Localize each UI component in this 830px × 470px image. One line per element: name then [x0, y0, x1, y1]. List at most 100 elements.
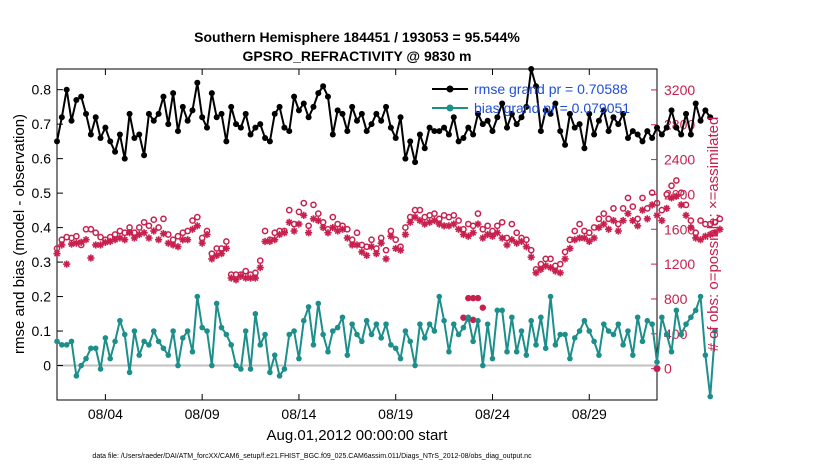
bias-point: [683, 321, 689, 327]
bias-point: [146, 342, 152, 348]
rmse-point: [581, 145, 588, 152]
obs-possible-marker: [460, 225, 467, 233]
obs-possible-marker: [585, 229, 593, 237]
y-tick-label: 0.8: [32, 82, 52, 98]
bias-point: [547, 293, 554, 300]
obs-possible-marker: [663, 191, 671, 198]
rmse-point: [354, 117, 360, 124]
obs-possible-marker: [92, 229, 100, 237]
bias-point: [175, 362, 181, 369]
rmse-point: [208, 90, 215, 97]
obs-possible-marker: [590, 224, 598, 231]
rmse-point: [179, 103, 186, 110]
bias-point: [494, 307, 501, 314]
obs-possible-marker: [493, 222, 501, 230]
bias-point: [349, 321, 355, 327]
bias-point: [199, 324, 205, 331]
bias-point: [271, 352, 278, 358]
rmse-point: [416, 131, 423, 138]
rmse-point: [591, 131, 598, 138]
rmse-point: [697, 117, 704, 124]
obs-possible-marker: [164, 231, 172, 238]
obs-assimilated-marker: [653, 211, 661, 219]
bias-point: [155, 338, 162, 345]
obs-assimilated-marker: [464, 232, 472, 240]
rmse-point: [571, 124, 578, 131]
rmse-point: [378, 117, 385, 124]
bias-point: [184, 328, 191, 334]
obs-assimilated-marker: [363, 251, 371, 260]
bias-point: [402, 328, 409, 334]
y-tick-label: 0.1: [32, 323, 52, 339]
obs-possible-marker: [431, 210, 438, 217]
bias-point: [97, 366, 104, 372]
rmse-point: [78, 93, 85, 100]
rmse-point: [673, 124, 680, 131]
rmse-point: [547, 110, 554, 117]
rmse-point: [160, 93, 167, 100]
rmse-point: [484, 117, 491, 124]
bias-point: [330, 328, 336, 334]
rmse-point: [658, 131, 665, 138]
rmse-point: [204, 124, 210, 131]
obs-possible-marker: [547, 255, 554, 263]
bias-point: [441, 317, 447, 324]
obs-assimilated-marker: [614, 227, 622, 235]
bias-point: [499, 307, 505, 314]
obs-possible-marker: [208, 250, 216, 258]
bias-point: [673, 307, 680, 314]
rmse-point: [54, 138, 60, 145]
y2-tick-label: 1600: [664, 221, 695, 237]
bias-point: [620, 342, 626, 348]
bias-point: [412, 362, 418, 369]
bias-point: [368, 331, 375, 338]
bias-point: [78, 362, 84, 369]
obs-possible-marker: [58, 236, 66, 244]
bias-point: [344, 352, 351, 358]
rmse-point: [291, 93, 298, 100]
rmse-point: [566, 110, 573, 117]
y-tick-label: 0: [43, 358, 51, 374]
rmse-point: [300, 100, 307, 107]
obs-possible-marker: [377, 234, 385, 242]
obs-assimilated-marker: [450, 220, 458, 228]
bias-point: [296, 355, 302, 362]
obs-possible-marker: [160, 215, 167, 223]
obs-possible-marker: [653, 199, 661, 207]
rmse-point: [707, 114, 714, 121]
rmse-point: [73, 97, 80, 104]
obs-possible-marker: [223, 238, 230, 245]
rmse-point: [165, 121, 172, 128]
bias-point: [421, 335, 428, 341]
bias-point: [170, 328, 176, 334]
bias-point: [436, 293, 443, 300]
obs-possible-marker: [145, 222, 153, 230]
x-tick-label: 08/04: [88, 406, 123, 422]
obs-possible-marker: [53, 245, 61, 252]
bias-line: [56, 295, 717, 398]
bias-point: [431, 328, 438, 334]
rmse-point: [392, 134, 399, 141]
rmse-point: [170, 90, 177, 97]
bias-point: [204, 328, 210, 334]
rmse-point: [68, 117, 75, 124]
bias-point: [576, 328, 583, 334]
obs-possible-marker: [677, 189, 685, 197]
rmse-point: [329, 131, 336, 138]
obs-assimilated-marker: [696, 236, 705, 244]
bias-point: [373, 321, 380, 327]
bias-point: [712, 328, 718, 334]
y2-axis-label: # of obs: o=possible; ×=assimilated: [705, 117, 722, 352]
obs-assimilated-marker: [416, 216, 424, 225]
bias-point: [504, 348, 510, 355]
rmse-point: [150, 117, 157, 124]
bias-point: [281, 366, 288, 372]
bias-point: [484, 321, 491, 327]
bias-point: [407, 338, 414, 345]
bias-point: [136, 352, 143, 358]
rmse-point: [620, 110, 627, 117]
obs-possible-marker: [556, 260, 564, 268]
bias-point: [707, 393, 714, 400]
bias-point: [131, 328, 138, 334]
obs-possible-marker: [513, 229, 521, 237]
